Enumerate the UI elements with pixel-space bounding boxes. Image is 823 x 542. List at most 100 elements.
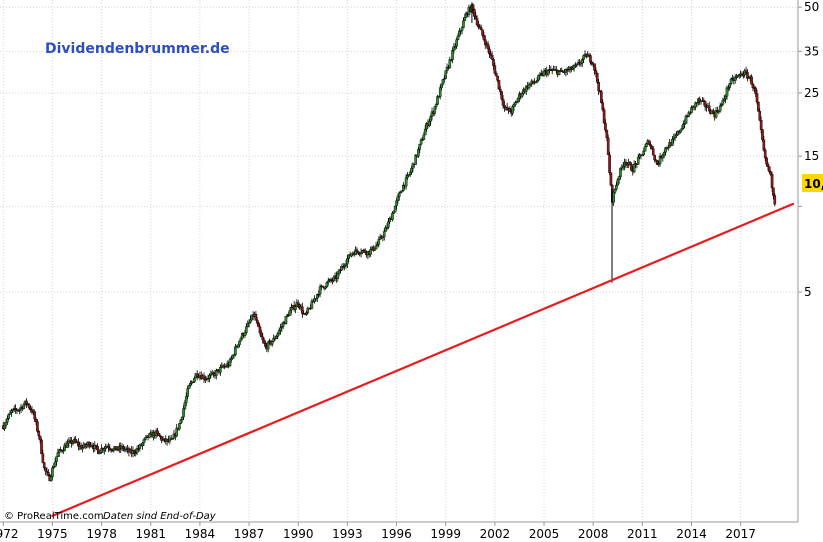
price-candles [1, 2, 777, 482]
candle-body [372, 246, 375, 251]
candle-body [698, 98, 701, 102]
candle-body [376, 244, 379, 247]
candle-body [387, 221, 390, 228]
candle-body [746, 72, 749, 79]
candle-body [107, 446, 110, 449]
candle-body [180, 416, 184, 421]
time-tick-label: 1984 [185, 527, 216, 541]
candle-body [277, 330, 281, 334]
candle-body [326, 280, 330, 283]
candle-body [681, 123, 685, 129]
candle-body [608, 154, 611, 173]
candle-body [344, 263, 348, 266]
candle-body [288, 309, 292, 316]
candle-body [369, 249, 372, 255]
candle-body [395, 200, 398, 207]
candle-body [284, 316, 288, 324]
candle-body [617, 176, 621, 180]
candle-body [642, 150, 645, 156]
candle-body [104, 446, 107, 449]
candle-body [103, 448, 106, 451]
candle-body [51, 467, 54, 477]
candle-body [744, 70, 748, 73]
candle-body [418, 143, 422, 150]
candle-body [473, 9, 476, 17]
candle-body [258, 326, 262, 334]
candle-body [606, 137, 610, 156]
candle-body [189, 383, 192, 386]
candle-body [497, 80, 501, 90]
candle-body [310, 300, 314, 309]
candle-body [770, 174, 774, 188]
candle-body [765, 157, 768, 165]
time-tick-label: 2017 [725, 527, 756, 541]
candle-body [255, 319, 259, 324]
candle-body [393, 205, 397, 213]
candle-body [34, 418, 38, 422]
candle-body [458, 30, 461, 37]
candle-body [481, 29, 484, 36]
footer-note: Daten sind End-of-Day [103, 511, 217, 522]
candle-body [382, 231, 386, 238]
candle-body [718, 105, 722, 112]
candle-body [276, 333, 280, 337]
candle-body [404, 177, 408, 187]
candle-body [228, 359, 232, 367]
candle-body [720, 103, 723, 107]
candle-body [649, 144, 652, 147]
candle-body [56, 452, 60, 457]
candle-body [156, 430, 159, 434]
candle-body [245, 326, 248, 333]
candle-body [501, 98, 505, 106]
time-tick-label: 2014 [676, 527, 707, 541]
candle-body [179, 419, 183, 424]
candle-body [208, 375, 211, 379]
candle-body [239, 338, 243, 342]
candle-body [619, 167, 622, 177]
candle-body [433, 106, 437, 114]
candle-body [52, 466, 56, 469]
candle-body [143, 437, 147, 440]
candle-body [184, 396, 188, 403]
candle-body [238, 340, 241, 345]
candle-body [25, 400, 28, 404]
candle-body [96, 446, 99, 451]
candle-body [679, 129, 682, 133]
candle-body [463, 17, 467, 21]
candle-body [142, 439, 146, 444]
candle-body [318, 286, 322, 295]
candle-body [511, 106, 514, 114]
candle-body [542, 70, 546, 76]
candle-body [275, 336, 278, 339]
candle-body [8, 412, 12, 415]
candle-body [759, 120, 763, 130]
candle-body [336, 273, 340, 279]
price-tick-label: 15 [804, 149, 819, 163]
candle-body [243, 332, 247, 336]
candle-body [260, 332, 263, 338]
candle-body [643, 146, 647, 152]
candle-body [419, 139, 423, 145]
candle-body [612, 191, 615, 203]
candle-body [44, 467, 47, 472]
candle-body [67, 441, 71, 444]
candle-body [754, 87, 757, 94]
candle-body [546, 70, 550, 75]
candle-body [264, 342, 267, 347]
candle-body [321, 285, 325, 288]
candle-body [141, 442, 144, 446]
candle-body [97, 449, 101, 455]
candle-body [479, 27, 483, 31]
candle-body [417, 149, 420, 157]
time-tick-label: 2002 [480, 527, 511, 541]
candle-body [175, 427, 178, 437]
candle-body [236, 344, 240, 347]
candle-body [168, 438, 172, 442]
candle-body [455, 39, 458, 47]
candle-body [434, 104, 438, 108]
candle-body [47, 472, 50, 476]
candle-body [645, 143, 648, 147]
candle-body [14, 407, 17, 410]
candle-body [761, 129, 764, 141]
